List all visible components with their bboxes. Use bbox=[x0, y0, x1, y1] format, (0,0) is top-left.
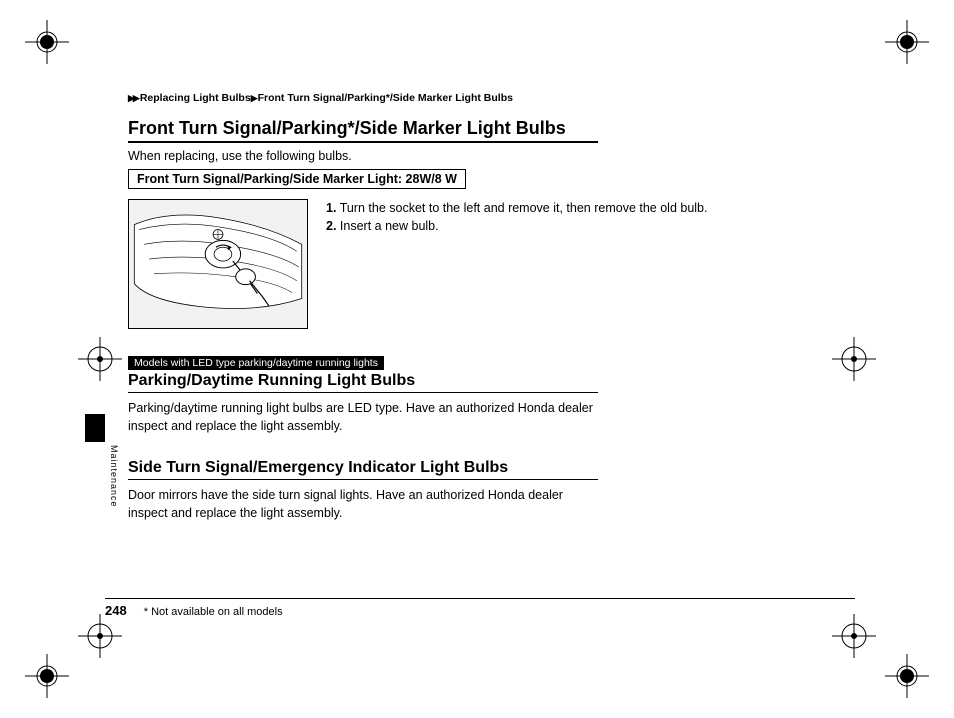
figure-row: 1. Turn the socket to the left and remov… bbox=[128, 199, 828, 329]
crop-mark-icon bbox=[25, 20, 69, 64]
crop-mark-icon bbox=[885, 20, 929, 64]
side-section-label: Maintenance bbox=[109, 445, 119, 508]
step-number: 2. bbox=[326, 219, 336, 233]
breadcrumb-part: Front Turn Signal/Parking*/Side Marker L… bbox=[258, 92, 513, 104]
model-variant-tag: Models with LED type parking/daytime run… bbox=[128, 356, 384, 370]
page-footer: 248 * Not available on all models bbox=[105, 598, 855, 618]
instruction-steps: 1. Turn the socket to the left and remov… bbox=[326, 199, 708, 329]
crop-mark-icon bbox=[25, 654, 69, 698]
breadcrumb-part: Replacing Light Bulbs bbox=[140, 92, 251, 104]
crop-mark-icon bbox=[78, 614, 122, 658]
step-item: 2. Insert a new bulb. bbox=[326, 217, 708, 235]
crop-mark-icon bbox=[832, 614, 876, 658]
crop-mark-icon bbox=[78, 337, 122, 381]
body-paragraph: Parking/daytime running light bulbs are … bbox=[128, 399, 598, 435]
footnote: * Not available on all models bbox=[144, 606, 283, 618]
breadcrumb-sep-icon: ▶ bbox=[251, 93, 256, 103]
breadcrumb-sep-icon: ▶▶ bbox=[128, 93, 138, 103]
page-content: ▶▶Replacing Light Bulbs▶Front Turn Signa… bbox=[128, 92, 828, 547]
bulb-diagram-figure bbox=[128, 199, 308, 329]
step-number: 1. bbox=[326, 201, 336, 215]
step-item: 1. Turn the socket to the left and remov… bbox=[326, 199, 708, 217]
crop-mark-icon bbox=[885, 654, 929, 698]
bulb-spec-box: Front Turn Signal/Parking/Side Marker Li… bbox=[128, 169, 466, 189]
step-text: Turn the socket to the left and remove i… bbox=[340, 201, 708, 215]
subsection-title: Side Turn Signal/Emergency Indicator Lig… bbox=[128, 459, 598, 480]
breadcrumb: ▶▶Replacing Light Bulbs▶Front Turn Signa… bbox=[128, 92, 828, 104]
subsection-title: Parking/Daytime Running Light Bulbs bbox=[128, 372, 598, 393]
page-number: 248 bbox=[105, 603, 127, 618]
crop-mark-icon bbox=[832, 337, 876, 381]
step-text: Insert a new bulb. bbox=[340, 219, 439, 233]
section-tab bbox=[85, 414, 105, 442]
intro-text: When replacing, use the following bulbs. bbox=[128, 149, 828, 163]
section-title: Front Turn Signal/Parking*/Side Marker L… bbox=[128, 118, 598, 143]
body-paragraph: Door mirrors have the side turn signal l… bbox=[128, 486, 598, 522]
